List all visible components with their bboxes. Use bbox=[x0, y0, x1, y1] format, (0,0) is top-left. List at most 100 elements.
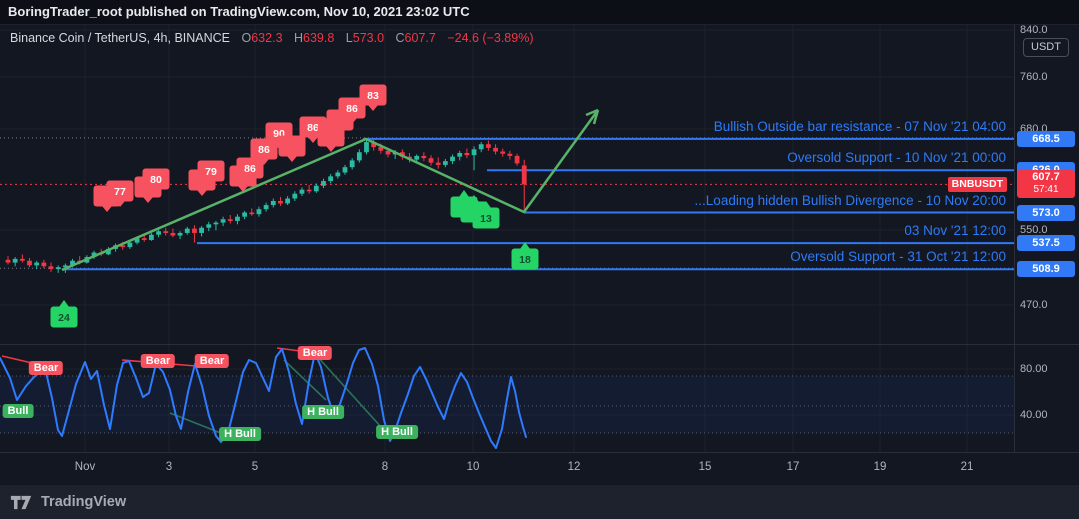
candle-body bbox=[485, 144, 491, 148]
bull-signal-chip: Bull bbox=[2, 404, 34, 418]
candle-body bbox=[163, 231, 169, 233]
price-scale-label[interactable]: 840.0 bbox=[1020, 24, 1048, 36]
time-axis-label[interactable]: 21 bbox=[960, 461, 974, 473]
candle-body bbox=[149, 234, 154, 240]
candle-body bbox=[521, 165, 527, 185]
oversold-tag: 18 bbox=[511, 242, 539, 270]
close-label: C bbox=[395, 31, 405, 45]
candle-body bbox=[500, 151, 506, 154]
candle-body bbox=[450, 156, 455, 162]
candle-body bbox=[120, 245, 126, 248]
time-axis-label[interactable]: Nov bbox=[74, 461, 96, 473]
time-axis-label[interactable]: 19 bbox=[873, 461, 887, 473]
bar-countdown: 57:41 bbox=[1033, 184, 1059, 196]
candle-body bbox=[313, 185, 319, 192]
time-axis-label[interactable]: 17 bbox=[786, 461, 800, 473]
trend-arrowhead bbox=[592, 109, 600, 125]
time-axis-label[interactable]: 8 bbox=[381, 461, 389, 473]
pane-separator[interactable] bbox=[0, 344, 1079, 345]
price-scale-label[interactable]: 760.0 bbox=[1020, 71, 1048, 83]
price-scale-separator bbox=[1014, 25, 1015, 452]
indicator-scale-label[interactable]: 40.00 bbox=[1020, 409, 1048, 421]
trend-arrowhead bbox=[585, 108, 599, 117]
bullish-divergence-line bbox=[283, 359, 327, 401]
time-axis-label[interactable]: 15 bbox=[698, 461, 712, 473]
overbought-tag: 77 bbox=[106, 180, 134, 207]
indicator-scale-label[interactable]: 80.00 bbox=[1020, 363, 1048, 375]
candle-body bbox=[134, 238, 140, 243]
candle-body bbox=[55, 267, 61, 270]
time-axis-label[interactable]: 10 bbox=[466, 461, 480, 473]
current-price-label: 607.7 57:41 bbox=[1017, 170, 1075, 199]
bear-signal-chip: Bear bbox=[297, 346, 333, 360]
candle-body bbox=[493, 147, 498, 152]
candle-body bbox=[220, 219, 226, 223]
candle-body bbox=[335, 172, 341, 177]
publish-header-text: BoringTrader_root published on TradingVi… bbox=[8, 4, 470, 19]
candle-body bbox=[184, 228, 190, 233]
candle-body bbox=[5, 259, 11, 263]
candle-body bbox=[27, 260, 32, 266]
candle-body bbox=[464, 152, 470, 156]
footer: TradingView bbox=[0, 484, 1079, 519]
candle-body bbox=[105, 248, 111, 255]
tag-value: 79 bbox=[205, 166, 217, 178]
trend-zigzag-line bbox=[61, 109, 600, 272]
symbol-price-line-badge: BNBUSDT bbox=[947, 177, 1007, 193]
open-value: 632.3 bbox=[251, 31, 283, 45]
candle-body bbox=[292, 193, 298, 199]
bear-signal-chip: Bear bbox=[140, 354, 176, 368]
candle-body bbox=[127, 242, 133, 248]
candle-body bbox=[249, 212, 255, 215]
candle-body bbox=[206, 224, 212, 228]
overbought-tag: 83 bbox=[359, 84, 387, 111]
candle-body bbox=[242, 212, 248, 217]
tag-value: 13 bbox=[480, 213, 492, 225]
candle-body bbox=[435, 162, 441, 165]
time-axis-label[interactable]: 5 bbox=[251, 461, 259, 473]
candle-body bbox=[141, 238, 147, 240]
currency-toggle-button[interactable]: USDT bbox=[1023, 38, 1069, 57]
level-annotation: ...Loading hidden Bullish Divergence - 1… bbox=[694, 192, 1006, 208]
candle-body bbox=[321, 181, 326, 186]
tag-value: 90 bbox=[273, 128, 285, 140]
candle-body bbox=[177, 232, 183, 236]
candle-body bbox=[442, 161, 448, 165]
candle-body bbox=[306, 189, 312, 192]
candle-body bbox=[270, 200, 276, 206]
tradingview-logo-icon[interactable] bbox=[10, 494, 33, 511]
candle-body bbox=[41, 262, 47, 267]
tag-value: 77 bbox=[114, 186, 126, 198]
price-scale-label[interactable]: 550.0 bbox=[1020, 224, 1048, 236]
candle-body bbox=[421, 155, 427, 159]
close-value: 607.7 bbox=[404, 31, 436, 45]
current-price-value: 607.7 bbox=[1032, 171, 1060, 184]
candle-body bbox=[478, 144, 484, 150]
tag-value: 24 bbox=[58, 312, 70, 324]
candle-body bbox=[91, 252, 97, 258]
candle-body bbox=[48, 266, 54, 270]
bull-signal-chip: H Bull bbox=[376, 425, 418, 439]
high-value: 639.8 bbox=[303, 31, 335, 45]
time-axis-label[interactable]: 12 bbox=[567, 461, 581, 473]
low-value: 573.0 bbox=[352, 31, 385, 45]
candle-body bbox=[457, 152, 463, 157]
tradingview-brand[interactable]: TradingView bbox=[41, 494, 127, 510]
oscillator-line bbox=[0, 347, 527, 449]
level-annotation: Bullish Outside bar resistance - 07 Nov … bbox=[713, 118, 1006, 134]
overbought-tag bbox=[278, 135, 306, 162]
candle-body bbox=[263, 205, 269, 210]
price-scale-label[interactable]: 470.0 bbox=[1020, 299, 1048, 311]
candle-body bbox=[514, 155, 520, 164]
candle-body bbox=[12, 258, 18, 263]
symbol-legend: Binance Coin / TetherUS, 4h, BINANCE O63… bbox=[10, 31, 533, 45]
bear-signal-chip: Bear bbox=[28, 361, 64, 375]
candle-body bbox=[507, 153, 513, 156]
time-axis-separator bbox=[0, 452, 1079, 453]
tag-value: 86 bbox=[258, 144, 270, 156]
time-axis-label[interactable]: 3 bbox=[165, 461, 173, 473]
overbought-tag: 86 bbox=[236, 157, 264, 184]
candle-body bbox=[378, 147, 384, 151]
